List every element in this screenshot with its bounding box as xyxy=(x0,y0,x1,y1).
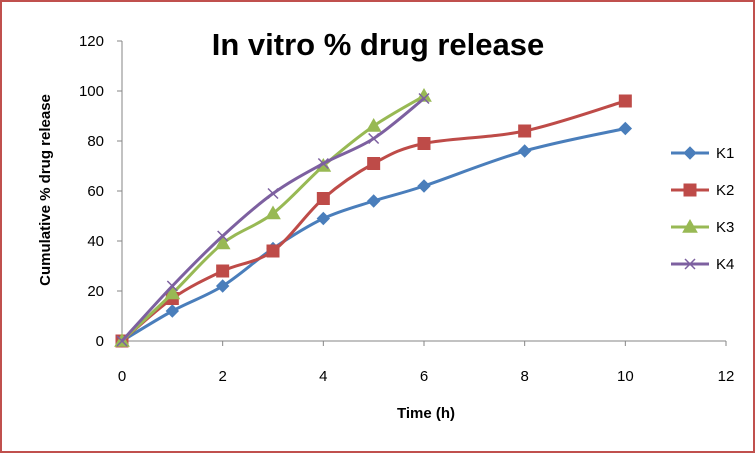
series-k1 xyxy=(115,121,633,348)
y-tick-label: 20 xyxy=(87,283,104,300)
data-point-k4 xyxy=(317,157,329,170)
data-point-k4 xyxy=(166,280,178,292)
legend-item-k4: K4 xyxy=(671,256,734,273)
x-marker-stroke xyxy=(267,187,279,200)
x-tick-label: 10 xyxy=(617,368,634,385)
x-tick-label: 2 xyxy=(218,368,226,385)
data-point-k3 xyxy=(365,117,382,132)
y-tick-label: 100 xyxy=(79,83,104,100)
data-point-k1 xyxy=(417,179,431,193)
data-point-k1 xyxy=(215,279,230,293)
x-marker-stroke xyxy=(418,92,430,105)
data-point-k4 xyxy=(217,230,229,242)
x-marker-stroke xyxy=(368,132,380,145)
legend-swatch-marker xyxy=(683,183,697,197)
legend-label: K3 xyxy=(716,219,734,236)
x-axis-label: Time (h) xyxy=(397,405,455,422)
legend-item-k1: K1 xyxy=(671,145,734,162)
data-point-k4 xyxy=(368,132,380,145)
data-point-k1 xyxy=(366,194,381,208)
x-marker-stroke xyxy=(116,335,128,347)
y-axis-label: Cumulative % drug release xyxy=(37,94,54,286)
series-k4 xyxy=(116,92,430,347)
data-point-k1 xyxy=(517,144,532,158)
x-tick-label: 0 xyxy=(118,368,126,385)
x-marker-stroke xyxy=(217,230,229,242)
data-point-k1 xyxy=(165,304,180,318)
axes: 0 20 40 60 80 100 120 0 2 4 6 8 10 12 xyxy=(79,33,734,385)
data-point-k2 xyxy=(266,244,280,258)
data-point-k4 xyxy=(267,187,279,200)
legend-swatch-marker xyxy=(682,218,698,233)
data-point-k2 xyxy=(417,137,431,150)
y-tick-label: 80 xyxy=(87,133,104,150)
legend: K1 K2 K3 K4 xyxy=(671,145,734,273)
legend-item-k2: K2 xyxy=(671,182,734,199)
y-tick-label: 60 xyxy=(87,183,104,200)
data-point-k4 xyxy=(116,335,128,347)
data-point-k2 xyxy=(216,264,230,278)
data-point-k2 xyxy=(518,124,532,138)
data-point-k2 xyxy=(367,157,381,170)
legend-label: K2 xyxy=(716,182,734,199)
y-tick-label: 40 xyxy=(87,233,104,250)
legend-swatch-marker xyxy=(684,258,696,270)
legend-label: K4 xyxy=(716,256,734,273)
y-tick-label: 120 xyxy=(79,33,104,50)
y-tick-label: 0 xyxy=(96,333,104,350)
legend-label: K1 xyxy=(716,145,734,162)
data-point-k3 xyxy=(214,235,231,250)
x-marker-stroke xyxy=(684,258,696,270)
legend-item-k3: K3 xyxy=(671,218,734,236)
x-tick-label: 4 xyxy=(319,368,327,385)
data-point-k3 xyxy=(265,205,281,220)
series-layer xyxy=(114,87,633,348)
legend-swatch-marker xyxy=(683,146,697,160)
series-k2 xyxy=(115,94,632,348)
data-point-k2 xyxy=(618,94,632,108)
data-point-k4 xyxy=(418,92,430,105)
x-marker-stroke xyxy=(317,157,329,170)
chart-title: In vitro % drug release xyxy=(212,27,545,62)
x-marker-stroke xyxy=(166,280,178,292)
data-point-k3 xyxy=(164,285,181,300)
data-point-k1 xyxy=(618,121,633,136)
data-point-k1 xyxy=(316,211,331,226)
x-tick-label: 6 xyxy=(420,368,428,385)
data-point-k2 xyxy=(316,192,330,205)
x-tick-label: 12 xyxy=(718,368,735,385)
x-tick-label: 8 xyxy=(520,368,528,385)
